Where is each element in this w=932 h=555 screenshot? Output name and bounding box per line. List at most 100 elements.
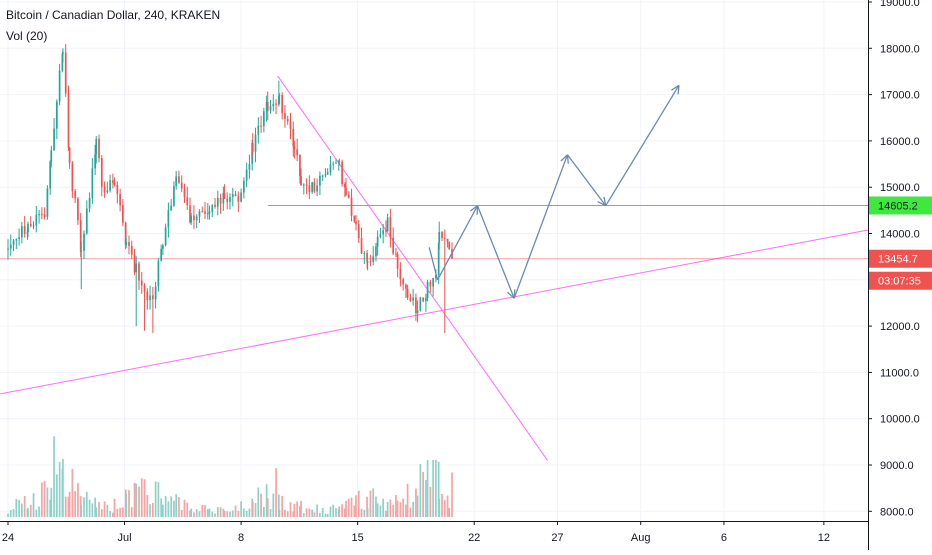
y-tick-label: 19000.0 xyxy=(880,0,920,9)
volume-bar xyxy=(332,505,334,517)
x-tick-label: Jul xyxy=(118,532,132,544)
volume-bar xyxy=(217,507,219,517)
candle-body xyxy=(160,249,162,261)
candle-body xyxy=(380,234,382,237)
candle-body xyxy=(441,232,443,238)
candle-body xyxy=(165,227,167,245)
candle-body xyxy=(24,226,26,234)
volume-bar xyxy=(196,509,198,517)
volume-bar xyxy=(175,494,177,517)
volume-bar xyxy=(53,436,55,517)
volume-bar xyxy=(260,494,262,517)
y-tick-label: 11000.0 xyxy=(880,367,919,379)
candle-body xyxy=(77,199,79,221)
volume-bar xyxy=(116,509,118,517)
candle-body xyxy=(263,111,265,126)
candle-body xyxy=(327,172,329,174)
price-tag-label: 03:07:35 xyxy=(878,276,921,288)
y-tick-label: 9000.0 xyxy=(880,460,914,472)
candle-body xyxy=(420,297,422,310)
candle-body xyxy=(211,205,213,212)
candle-body xyxy=(158,261,160,287)
volume-bar xyxy=(335,508,337,517)
candle-body xyxy=(173,186,175,206)
volume-bar xyxy=(387,502,389,517)
volume-bar xyxy=(367,508,369,517)
volume-bar xyxy=(451,472,453,517)
candle-body xyxy=(232,194,234,197)
candle-body xyxy=(272,104,274,107)
candle-body xyxy=(355,221,357,224)
volume-bar xyxy=(281,496,283,517)
volume-bar xyxy=(193,512,195,517)
volume-bar xyxy=(106,505,108,517)
candle-body xyxy=(422,297,424,301)
volume-bar xyxy=(249,509,251,517)
volume-bar xyxy=(355,495,357,517)
volume-bar xyxy=(240,501,242,517)
candle-body xyxy=(168,210,170,227)
volume-bar xyxy=(385,511,387,517)
y-tick-label: 17000.0 xyxy=(880,90,920,102)
projection-segment xyxy=(478,206,515,299)
candle-body xyxy=(144,285,146,291)
volume-bar xyxy=(56,474,58,517)
volume-bar xyxy=(33,493,35,517)
volume-bar xyxy=(89,500,91,517)
candle-body xyxy=(402,279,404,284)
y-tick-label: 18000.0 xyxy=(880,43,920,55)
volume-bar xyxy=(144,479,146,517)
volume-bar xyxy=(252,501,254,517)
volume-bar xyxy=(80,505,82,517)
candle-body xyxy=(10,245,12,249)
volume-bar xyxy=(412,502,414,517)
candle-body xyxy=(217,198,219,207)
volume-bar xyxy=(358,491,360,517)
volume-bar xyxy=(407,484,409,517)
volume-bar xyxy=(322,508,324,517)
candle-body xyxy=(181,183,183,189)
candle-body xyxy=(152,295,154,299)
candle-body xyxy=(226,199,228,202)
candle-body xyxy=(270,106,272,110)
y-tick-label: 10000.0 xyxy=(880,414,920,426)
volume-bar xyxy=(74,491,76,517)
candle-body xyxy=(178,176,180,182)
candle-body xyxy=(89,198,91,208)
volume-bar xyxy=(186,503,188,517)
volume-bar xyxy=(300,501,302,517)
candle-body xyxy=(448,242,450,249)
candle-body xyxy=(319,176,321,186)
projection-arrowhead xyxy=(678,85,679,94)
volume-bar xyxy=(77,483,79,517)
volume-bar xyxy=(296,501,298,517)
candle-body xyxy=(21,226,23,237)
volume-indicator-label: Vol (20) xyxy=(6,29,47,43)
volume-bar xyxy=(149,504,151,517)
volume-bar xyxy=(420,464,422,517)
candle-body xyxy=(279,95,281,96)
candle-body xyxy=(432,278,434,286)
volume-bar xyxy=(138,486,140,517)
candle-body xyxy=(290,121,292,129)
candle-body xyxy=(294,146,296,149)
volume-bar xyxy=(363,510,365,517)
volume-bar xyxy=(104,501,106,517)
candle-body xyxy=(116,185,118,194)
candle-body xyxy=(372,256,374,262)
candle-body xyxy=(370,261,372,262)
x-tick-label: 24 xyxy=(2,532,14,544)
candle-body xyxy=(417,311,419,313)
y-tick-label: 12000.0 xyxy=(880,321,920,333)
candle-body xyxy=(351,197,353,215)
volume-bar xyxy=(160,498,162,517)
volume-bar xyxy=(257,488,259,517)
candle-body xyxy=(425,298,427,301)
volume-bar xyxy=(327,514,329,517)
axes: 8000.09000.010000.011000.012000.013000.0… xyxy=(0,0,920,550)
candle-body xyxy=(313,182,315,191)
volume-bar xyxy=(380,506,382,517)
